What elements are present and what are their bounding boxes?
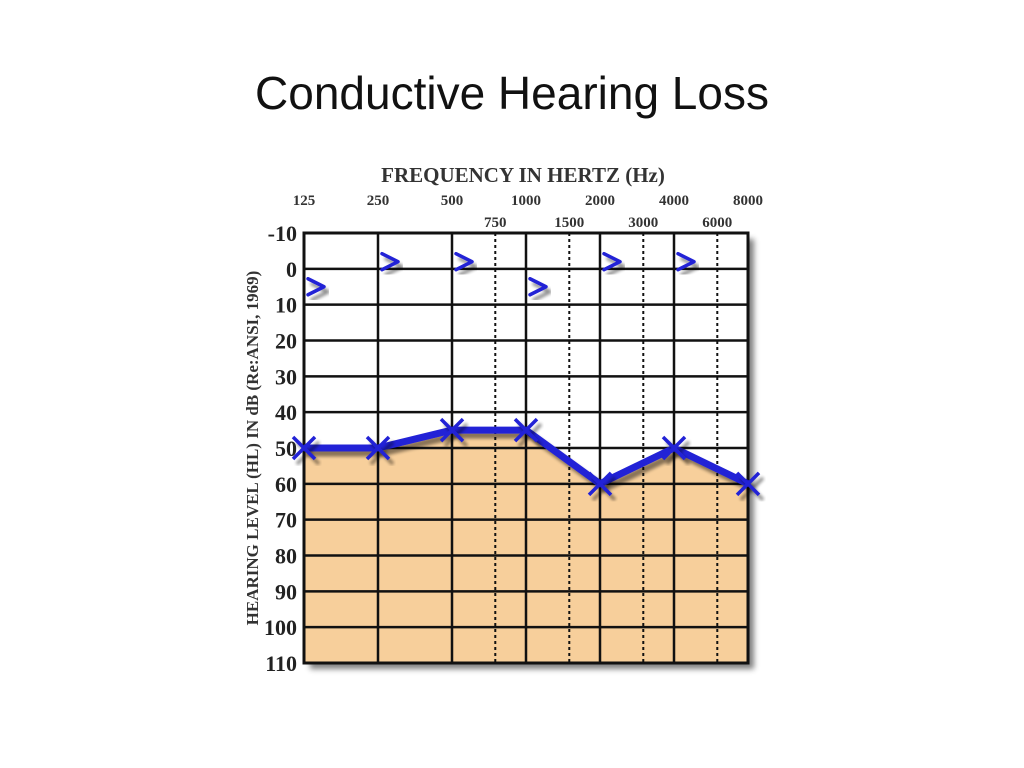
x-marker-stroke: [365, 435, 391, 461]
x-minor-tick-label: 1500: [554, 215, 584, 231]
y-tick-label: -10: [268, 221, 297, 246]
x-marker: [365, 435, 391, 461]
x-major-tick-label: 8000: [733, 193, 763, 209]
y-tick-label: 110: [265, 651, 297, 676]
x-marker-stroke: [439, 417, 465, 443]
x-marker: [587, 471, 613, 497]
y-tick-label: 100: [264, 615, 297, 640]
x-marker: [439, 417, 465, 443]
bone-conduction-marker: [676, 251, 696, 272]
y-tick-label: 50: [275, 436, 297, 461]
x-major-tick-label: 125: [293, 193, 316, 209]
chart-title: FREQUENCY IN HERTZ (Hz): [381, 163, 665, 187]
x-minor-tick-labels: 750 1500 3000 6000: [484, 215, 732, 231]
bone-conduction-marker: [306, 277, 326, 297]
y-axis-label: HEARING LEVEL (HL) IN dB (Re:ANSI, 1969): [243, 271, 262, 626]
x-major-tick-label: 2000: [585, 193, 615, 209]
y-tick-label: 90: [275, 579, 297, 604]
y-tick-label: 80: [275, 544, 297, 569]
x-marker: [661, 435, 687, 461]
x-minor-tick-label: 750: [484, 215, 507, 231]
bone-conduction-marker: [380, 251, 400, 272]
x-marker-stroke: [735, 471, 761, 497]
y-tick-label: 70: [275, 508, 297, 533]
x-marker-stroke: [291, 435, 317, 461]
y-tick-label: 10: [275, 293, 297, 318]
x-marker: [513, 417, 539, 443]
y-tick-label: 60: [275, 472, 297, 497]
y-tick-label: 40: [275, 400, 297, 425]
x-major-tick-label: 1000: [511, 193, 541, 209]
x-major-tick-label: 500: [441, 193, 464, 209]
x-marker: [735, 471, 761, 497]
x-major-tick-label: 250: [367, 193, 390, 209]
x-marker-stroke: [661, 435, 687, 461]
x-minor-tick-label: 6000: [702, 215, 732, 231]
slide-title: Conductive Hearing Loss: [255, 67, 769, 119]
x-major-tick-label: 4000: [659, 193, 689, 209]
x-major-tick-labels: 125 250 500 1000 2000 4000 8000: [293, 193, 763, 209]
y-tick-label: 20: [275, 329, 297, 354]
x-marker-stroke: [587, 471, 613, 497]
x-minor-tick-label: 3000: [628, 215, 658, 231]
markers-group: [291, 251, 761, 497]
bone-conduction-marker: [528, 277, 548, 297]
bone-conduction-marker: [602, 251, 622, 272]
bone-conduction-marker: [454, 251, 474, 272]
y-tick-labels: -10 0 10 20 30 40 50 60 70 80 90 100 110: [264, 221, 297, 676]
x-marker-stroke: [513, 417, 539, 443]
y-tick-label: 30: [275, 364, 297, 389]
x-marker: [291, 435, 317, 461]
y-tick-label: 0: [286, 257, 297, 282]
